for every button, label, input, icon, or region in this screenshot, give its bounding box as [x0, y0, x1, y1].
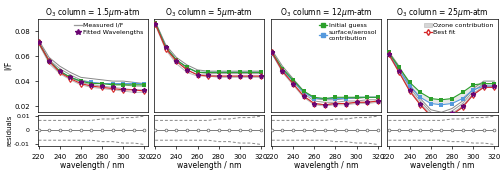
X-axis label: wavelength / nm: wavelength / nm	[410, 161, 474, 170]
Title: O$_3$ column = 5$\mu$m-atm: O$_3$ column = 5$\mu$m-atm	[166, 6, 253, 19]
Legend: Ozone contribution, Best fit: Ozone contribution, Best fit	[424, 22, 494, 36]
X-axis label: wavelength / nm: wavelength / nm	[294, 161, 358, 170]
X-axis label: wavelength / nm: wavelength / nm	[177, 161, 242, 170]
Legend: Measured I/F, Fitted Wavelengths: Measured I/F, Fitted Wavelengths	[74, 22, 144, 36]
Title: O$_3$ column = 1.5$\mu$m-atm: O$_3$ column = 1.5$\mu$m-atm	[45, 6, 140, 19]
Legend: Initial guess, surface/aerosol
contribution: Initial guess, surface/aerosol contribut…	[318, 22, 378, 41]
Y-axis label: I/F: I/F	[4, 61, 13, 70]
Title: O$_3$ column = 25$\mu$m-atm: O$_3$ column = 25$\mu$m-atm	[396, 6, 488, 19]
X-axis label: wavelength / nm: wavelength / nm	[60, 161, 124, 170]
Title: O$_3$ column = 12$\mu$m-atm: O$_3$ column = 12$\mu$m-atm	[280, 6, 372, 19]
Y-axis label: residuals: residuals	[6, 115, 12, 146]
